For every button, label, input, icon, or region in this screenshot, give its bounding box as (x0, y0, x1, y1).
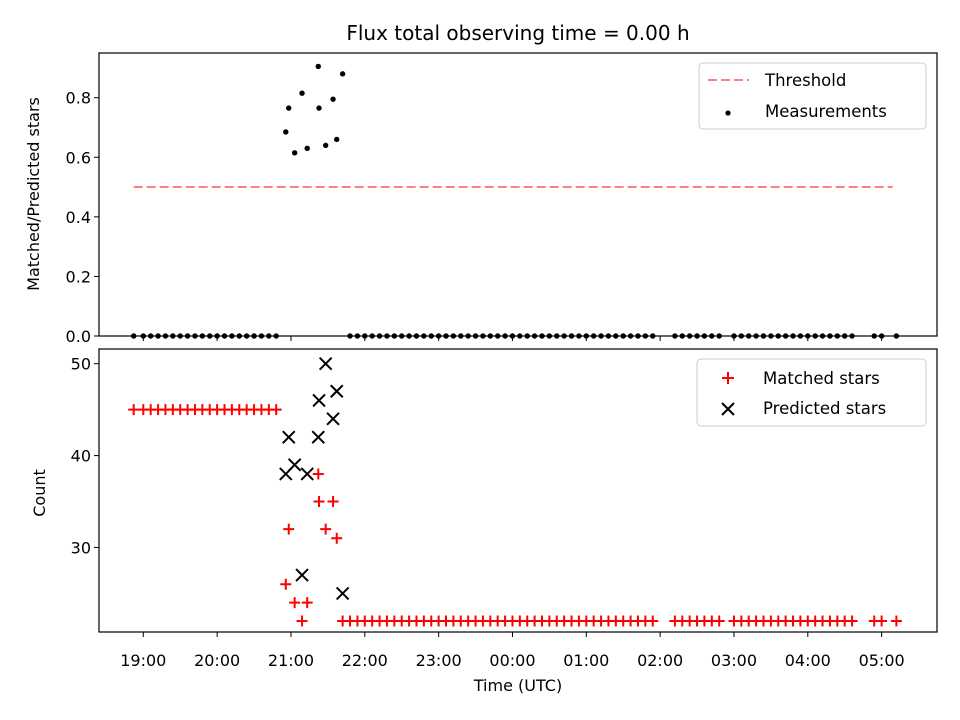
predicted-star-point (318, 356, 333, 371)
bottom-y-tick-label: 30 (71, 538, 91, 557)
bottom-legend-box (696, 358, 927, 427)
matched-star-point (296, 615, 308, 627)
x-tick-label: 23:00 (416, 651, 462, 670)
matched-star-point (320, 523, 332, 535)
top-y-ticks: 0.0 0.2 0.4 0.6 0.8 (66, 89, 99, 346)
measurement-point (315, 63, 321, 70)
top-legend-box (698, 62, 927, 130)
predicted-star-point (300, 467, 314, 481)
top-y-tick-label: 0.0 (66, 327, 91, 346)
predicted-star-point (311, 430, 325, 444)
bottom-y-tick-label: 40 (71, 447, 91, 466)
matched-star-point (713, 615, 725, 627)
measurement-point (316, 105, 322, 111)
predicted-star-point (335, 586, 350, 601)
legend-matched-swatch (722, 372, 734, 384)
bottom-y-axis-label: Count (30, 469, 49, 517)
legend-measurements-swatch (725, 110, 731, 116)
matched-star-point (301, 597, 313, 609)
matched-star-point (289, 597, 301, 609)
legend-matched-label: Matched stars (763, 369, 880, 388)
bottom-legend: Matched stars Predicted stars (696, 358, 927, 427)
legend-measurements-label: Measurements (765, 102, 887, 121)
matched-star-point (270, 404, 282, 416)
x-tick-label: 00:00 (489, 651, 535, 670)
measurement-point (286, 105, 292, 111)
predicted-star-point (295, 568, 309, 582)
matched-star-points (128, 404, 902, 627)
top-y-tick-label: 0.2 (66, 267, 91, 286)
measurement-point (283, 129, 289, 135)
bottom-panel: 19:00 20:00 21:00 22:00 23:00 00:00 01:00 02:00… (30, 348, 938, 695)
top-y-tick-label: 0.8 (66, 89, 91, 108)
measurement-point (299, 90, 305, 96)
predicted-star-point (282, 430, 296, 444)
predicted-star-point (287, 458, 302, 472)
legend-predicted-label: Predicted stars (763, 399, 886, 418)
x-tick-label: 19:00 (120, 651, 166, 670)
x-tick-label: 20:00 (194, 651, 240, 670)
matched-star-point (876, 615, 888, 627)
chart-title: Flux total observing time = 0.00 h (346, 21, 689, 45)
top-legend: Threshold Measurements (698, 62, 927, 130)
x-tick-label: 04:00 (785, 651, 831, 670)
measurement-point (291, 150, 298, 156)
x-tick-label: 21:00 (268, 651, 314, 670)
matched-star-point (313, 496, 325, 508)
legend-predicted-swatch (721, 402, 735, 416)
measurement-point (330, 96, 336, 102)
predicted-star-point (312, 393, 326, 408)
top-axes-frame (98, 52, 938, 337)
measurement-point (304, 145, 310, 152)
bottom-x-ticks: 19:00 20:00 21:00 22:00 23:00 00:00 01:00 02:00… (120, 632, 905, 670)
top-y-axis-label: Matched/Predicted stars (24, 97, 43, 291)
bottom-y-tick-label: 50 (71, 355, 91, 374)
matched-star-point (128, 404, 140, 416)
measurement-point (322, 142, 329, 149)
predicted-star-point (330, 384, 344, 398)
top-panel: 0.00.20.40.60.8 Matched/Predicted stars … (24, 52, 938, 346)
matched-star-point (647, 615, 659, 627)
x-axis-label: Time (UTC) (473, 676, 562, 695)
matched-star-point (327, 496, 339, 508)
legend-threshold-label: Threshold (764, 71, 846, 90)
predicted-star-point (326, 412, 340, 426)
matched-star-point (312, 468, 324, 480)
measurement-point (334, 136, 340, 143)
x-tick-label: 03:00 (711, 651, 757, 670)
top-y-tick-label: 0.6 (66, 148, 91, 167)
x-tick-label: 02:00 (637, 651, 683, 670)
matched-star-point (331, 532, 343, 544)
x-tick-label: 05:00 (859, 651, 905, 670)
top-y-tick-label: 0.4 (66, 208, 91, 227)
matched-star-point (283, 523, 295, 535)
bottom-y-ticks: 30 40 50 (71, 355, 99, 557)
predicted-star-points (279, 356, 350, 601)
matched-star-point (846, 615, 858, 627)
x-tick-label: 01:00 (563, 651, 609, 670)
bottom-axes-frame (98, 348, 938, 633)
measurement-point (339, 71, 346, 77)
matched-star-point (280, 578, 292, 590)
matched-star-point (890, 615, 902, 627)
x-tick-label: 22:00 (342, 651, 388, 670)
